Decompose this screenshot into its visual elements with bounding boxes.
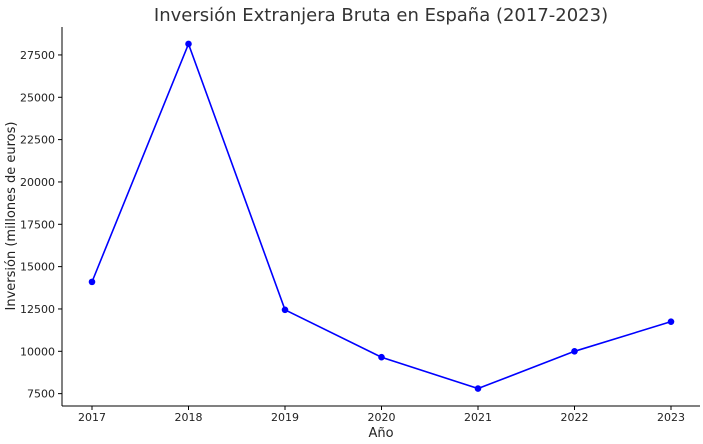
x-tick-label: 2019	[271, 411, 299, 424]
data-point	[378, 353, 385, 361]
x-tick-label: 2023	[657, 411, 685, 424]
series-layer	[88, 40, 675, 392]
y-tick-label: 12500	[20, 303, 55, 316]
data-point	[281, 306, 289, 314]
x-tick-label: 2018	[175, 411, 203, 424]
y-tick-label: 27500	[20, 49, 55, 62]
x-tick-label: 2017	[78, 411, 106, 424]
data-point	[185, 40, 192, 48]
y-tick-label: 15000	[20, 261, 55, 274]
chart-title: Inversión Extranjera Bruta en España (20…	[154, 5, 608, 26]
x-tick-label: 2020	[368, 411, 396, 424]
y-tick-label: 10000	[20, 345, 55, 358]
y-tick-label: 17500	[20, 218, 55, 231]
data-point	[571, 348, 578, 355]
series-line	[91, 41, 672, 390]
y-tick-label: 25000	[20, 91, 55, 104]
y-tick-label: 20000	[20, 176, 55, 189]
x-tick-label: 2022	[561, 411, 589, 424]
x-ticks: 2017 2018 2019 2020 2021 2022 2023	[78, 406, 685, 424]
y-tick-label: 7500	[27, 388, 55, 401]
data-point	[88, 278, 96, 286]
x-axis-label: Año	[368, 426, 393, 441]
data-point	[667, 318, 675, 325]
y-ticks: 7500 10000 12500 15000 17500 20000 22500 25000 2…	[20, 49, 62, 401]
y-tick-label: 22500	[20, 134, 55, 147]
y-axis-label: Inversión (millones de euros)	[4, 122, 19, 311]
x-tick-label: 2021	[464, 411, 492, 424]
data-point	[474, 385, 482, 392]
